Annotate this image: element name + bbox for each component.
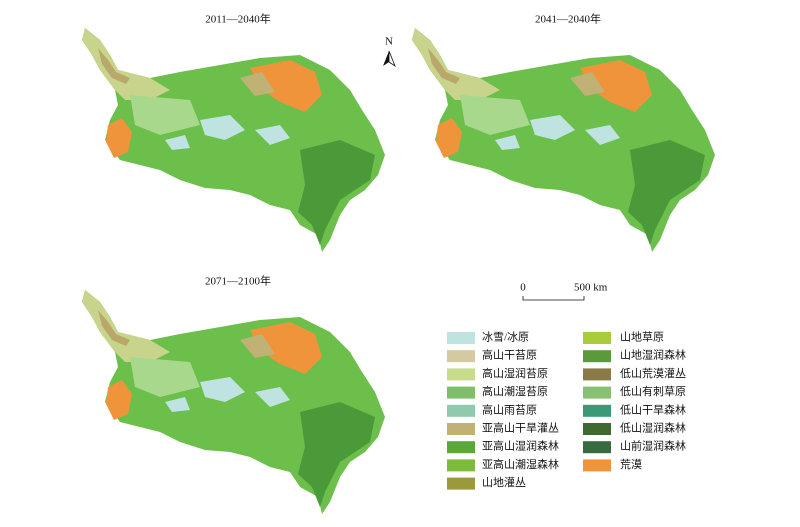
- legend-label: 山前湿润森林: [620, 439, 686, 453]
- legend-label: 亚高山干旱灌丛: [482, 421, 559, 435]
- map-title: 2011—2040年: [205, 12, 271, 26]
- arrow-right: [388, 50, 396, 68]
- legend-swatch: [447, 459, 475, 472]
- map-title: 2071—2100年: [205, 274, 271, 288]
- legend-label: 高山干苔原: [482, 348, 537, 362]
- legend-swatch: [447, 441, 475, 454]
- legend-label: 冰雪/冰原: [482, 331, 529, 344]
- legend-swatch: [447, 404, 475, 417]
- legend-label: 高山潮湿苔原: [482, 384, 548, 398]
- plateau-map: [82, 290, 385, 514]
- legend-label: 山地灌丛: [482, 476, 526, 489]
- legend-swatch: [583, 350, 611, 363]
- arrow-left: [383, 51, 389, 66]
- scale-start: 0: [520, 282, 526, 294]
- legend-swatch: [447, 477, 475, 490]
- scale-end: 500 km: [574, 282, 608, 294]
- north-arrow: N: [383, 36, 396, 68]
- map-title: 2041—2040年: [535, 12, 601, 26]
- legend-label: 高山雨苔原: [482, 402, 537, 416]
- legend-swatch: [447, 423, 475, 435]
- legend-swatch: [447, 350, 475, 363]
- legend-swatch: [447, 386, 475, 399]
- legend-swatch: [583, 459, 611, 472]
- legend-label: 低山湿润森林: [620, 421, 686, 435]
- legend-label: 低山荒漠灌丛: [620, 367, 686, 380]
- map-panel: 2011—2040年: [82, 12, 385, 252]
- scale-line: [522, 296, 585, 301]
- legend: 冰雪/冰原高山干苔原高山湿润苔原高山潮湿苔原高山雨苔原亚高山干旱灌丛亚高山湿润森…: [447, 331, 686, 490]
- legend-swatch: [447, 368, 475, 381]
- map-panel: 2071—2100年: [82, 274, 385, 514]
- legend-label: 山地草原: [620, 331, 664, 344]
- legend-swatch: [583, 386, 611, 399]
- map-panels: 2011—2040年 2041—2040年 2071—2100年: [82, 12, 715, 514]
- legend-label: 亚高山潮湿森林: [482, 457, 559, 471]
- scale-bar: 0 500 km: [520, 282, 608, 301]
- north-label: N: [385, 36, 393, 48]
- legend-label: 低山干旱森林: [620, 402, 686, 416]
- legend-label: 亚高山湿润森林: [482, 439, 559, 453]
- legend-swatch: [583, 423, 611, 435]
- legend-label: 荒漠: [620, 458, 642, 471]
- map-panel: 2041—2040年: [412, 12, 715, 252]
- legend-swatch: [447, 332, 475, 344]
- legend-label: 山地湿润森林: [620, 348, 686, 362]
- legend-label: 高山湿润苔原: [482, 366, 548, 380]
- legend-swatch: [583, 441, 611, 454]
- legend-swatch: [583, 404, 611, 417]
- plateau-map: [412, 28, 715, 252]
- legend-swatch: [583, 368, 611, 381]
- legend-swatch: [583, 332, 611, 344]
- plateau-map: [82, 28, 385, 252]
- legend-label: 低山有刺草原: [620, 384, 686, 398]
